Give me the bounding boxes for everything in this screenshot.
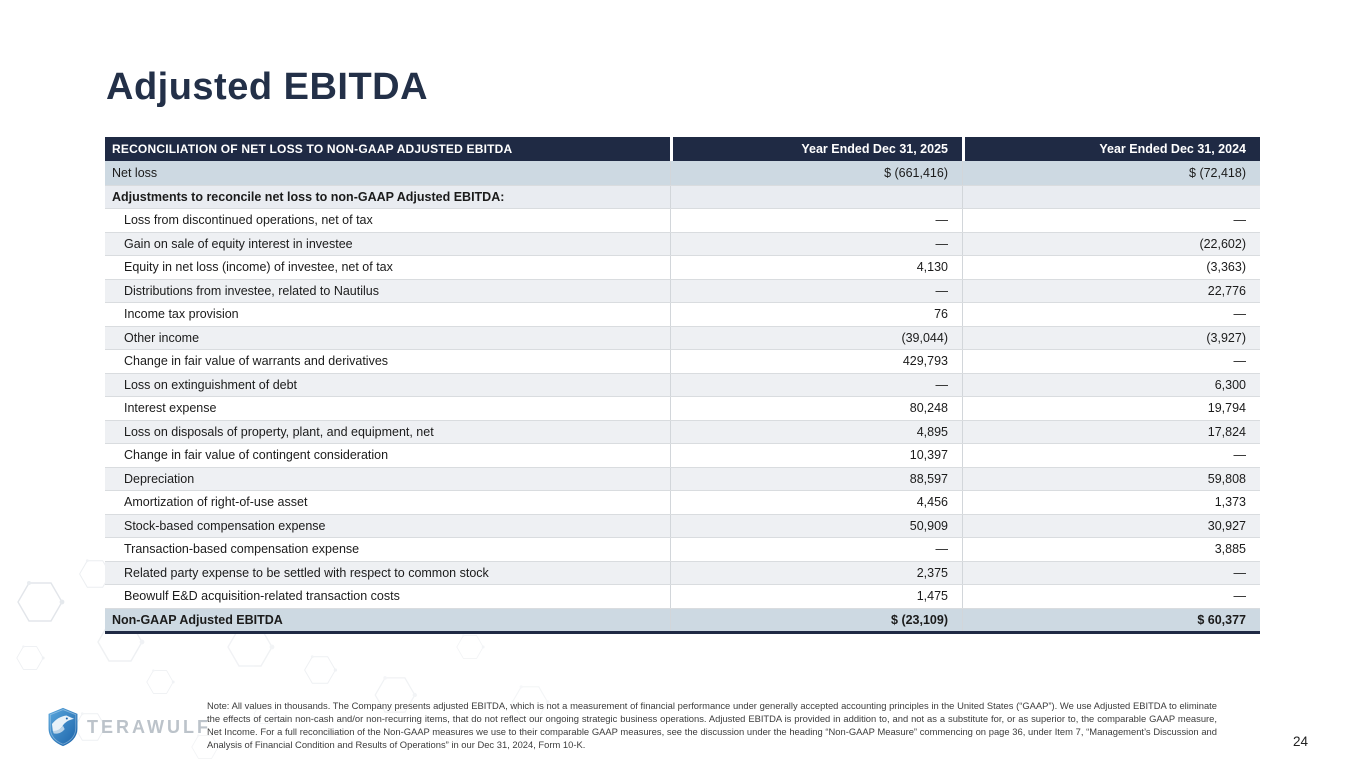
- row-value-2025: 10,397: [670, 444, 962, 467]
- row-value-2025: 429,793: [670, 350, 962, 373]
- row-label: Change in fair value of contingent consi…: [124, 448, 389, 463]
- row-value-2025: —: [670, 232, 962, 255]
- row-value-2024: 30,927: [962, 514, 1260, 537]
- row-value-2025: [670, 185, 962, 208]
- row-value-2025: $ (661,416): [670, 161, 962, 185]
- row-value-2025: 88,597: [670, 467, 962, 490]
- table-body: Net loss $ (661,416) $ (72,418) Adjustments…: [105, 161, 1260, 631]
- table-row: Loss on extinguishment of debt —6,300: [105, 372, 1260, 396]
- row-value-2025: 1,475: [670, 585, 962, 608]
- row-value-2024: [962, 185, 1260, 208]
- row-value-2024: 59,808: [962, 467, 1260, 490]
- table-row: Distributions from investee, related to …: [105, 278, 1260, 302]
- row-value-2025: (39,044): [670, 326, 962, 349]
- row-value-2024: 22,776: [962, 279, 1260, 302]
- row-label: Non-GAAP Adjusted EBITDA: [112, 612, 283, 627]
- row-label: Income tax provision: [124, 307, 239, 322]
- row-value-2024: (22,602): [962, 232, 1260, 255]
- row-label: Stock-based compensation expense: [124, 518, 326, 533]
- row-value-2024: 6,300: [962, 373, 1260, 396]
- row-label: Interest expense: [124, 401, 217, 416]
- row-label: Gain on sale of equity interest in inves…: [124, 236, 353, 251]
- row-label: Amortization of right-of-use asset: [124, 495, 308, 510]
- table-row: Beowulf E&D acquisition-related transact…: [105, 584, 1260, 608]
- row-value-2024: —: [962, 444, 1260, 467]
- table-row: Change in fair value of warrants and der…: [105, 349, 1260, 373]
- row-value-2024: (3,927): [962, 326, 1260, 349]
- row-label: Beowulf E&D acquisition-related transact…: [124, 589, 400, 604]
- row-label: Change in fair value of warrants and der…: [124, 354, 389, 369]
- row-label: Loss on extinguishment of debt: [124, 377, 298, 392]
- row-label: Net loss: [112, 165, 158, 180]
- table-row: Adjustments to reconcile net loss to non…: [105, 184, 1260, 208]
- row-value-2025: 50,909: [670, 514, 962, 537]
- terawulf-logo-text: TERAWULF: [87, 716, 211, 737]
- table-row: Equity in net loss (income) of investee,…: [105, 255, 1260, 279]
- table-header-year-2025: Year Ended Dec 31, 2025: [670, 137, 962, 161]
- table-row: Stock-based compensation expense 50,909 30…: [105, 513, 1260, 537]
- table-row: Depreciation 88,597 59,808: [105, 466, 1260, 490]
- row-label: Transaction-based compensation expense: [124, 542, 360, 557]
- row-label: Distributions from investee, related to …: [124, 283, 379, 298]
- table-header-label: RECONCILIATION OF NET LOSS TO NON-GAAP A…: [112, 142, 513, 156]
- row-value-2024: —: [962, 303, 1260, 326]
- row-value-2025: 4,130: [670, 256, 962, 279]
- row-value-2025: —: [670, 209, 962, 232]
- row-label: Related party expense to be settled with…: [124, 565, 489, 580]
- row-label: Adjustments to reconcile net loss to non…: [112, 189, 505, 204]
- table-row: Transaction-based compensation expense —3…: [105, 537, 1260, 561]
- row-value-2025: —: [670, 279, 962, 302]
- row-value-2024: 1,373: [962, 491, 1260, 514]
- row-value-2025: 76: [670, 303, 962, 326]
- footnote: Note: All values in thousands. The Compa…: [207, 700, 1217, 751]
- row-value-2024: —: [962, 209, 1260, 232]
- table-row: Change in fair value of contingent consi…: [105, 443, 1260, 467]
- row-label: Loss from discontinued operations, net o…: [124, 213, 373, 228]
- row-label: Other income: [124, 330, 200, 345]
- row-value-2025: 4,895: [670, 420, 962, 443]
- table-header-year-2024: Year Ended Dec 31, 2024: [962, 137, 1260, 161]
- row-value-2024: —: [962, 561, 1260, 584]
- terawulf-shield-icon: [48, 707, 78, 747]
- table-row: Other income (39,044) (3,927): [105, 325, 1260, 349]
- row-value-2024: —: [962, 350, 1260, 373]
- ebitda-reconciliation-table: RECONCILIATION OF NET LOSS TO NON-GAAP A…: [105, 137, 1260, 634]
- table-row: Gain on sale of equity interest in inves…: [105, 231, 1260, 255]
- table-row: Net loss $ (661,416) $ (72,418): [105, 161, 1260, 185]
- row-label: Equity in net loss (income) of investee,…: [124, 260, 393, 275]
- page-title: Adjusted EBITDA: [106, 66, 429, 108]
- row-value-2025: $ (23,109): [670, 608, 962, 631]
- row-value-2024: $ 60,377: [962, 608, 1260, 631]
- row-value-2024: —: [962, 585, 1260, 608]
- row-value-2025: 2,375: [670, 561, 962, 584]
- row-label: Loss on disposals of property, plant, an…: [124, 424, 434, 439]
- row-value-2025: 80,248: [670, 397, 962, 420]
- row-value-2024: 3,885: [962, 538, 1260, 561]
- table-row: Income tax provision 76—: [105, 302, 1260, 326]
- table-row: Related party expense to be settled with…: [105, 560, 1260, 584]
- table-row: Interest expense 80,248 19,794: [105, 396, 1260, 420]
- page-number: 24: [1293, 734, 1309, 749]
- row-value-2024: $ (72,418): [962, 161, 1260, 185]
- table-row: Loss on disposals of property, plant, an…: [105, 419, 1260, 443]
- row-value-2025: 4,456: [670, 491, 962, 514]
- table-row: Loss from discontinued operations, net o…: [105, 208, 1260, 232]
- table-row: Non-GAAP Adjusted EBITDA $ (23,109) $ 60,3…: [105, 607, 1260, 631]
- row-value-2025: —: [670, 538, 962, 561]
- row-value-2024: 19,794: [962, 397, 1260, 420]
- row-label: Depreciation: [124, 471, 195, 486]
- table-header-row: RECONCILIATION OF NET LOSS TO NON-GAAP A…: [105, 137, 1260, 161]
- row-value-2025: —: [670, 373, 962, 396]
- row-value-2024: 17,824: [962, 420, 1260, 443]
- table-row: Amortization of right-of-use asset 4,456 1…: [105, 490, 1260, 514]
- terawulf-logo: TERAWULF: [46, 706, 211, 748]
- row-value-2024: (3,363): [962, 256, 1260, 279]
